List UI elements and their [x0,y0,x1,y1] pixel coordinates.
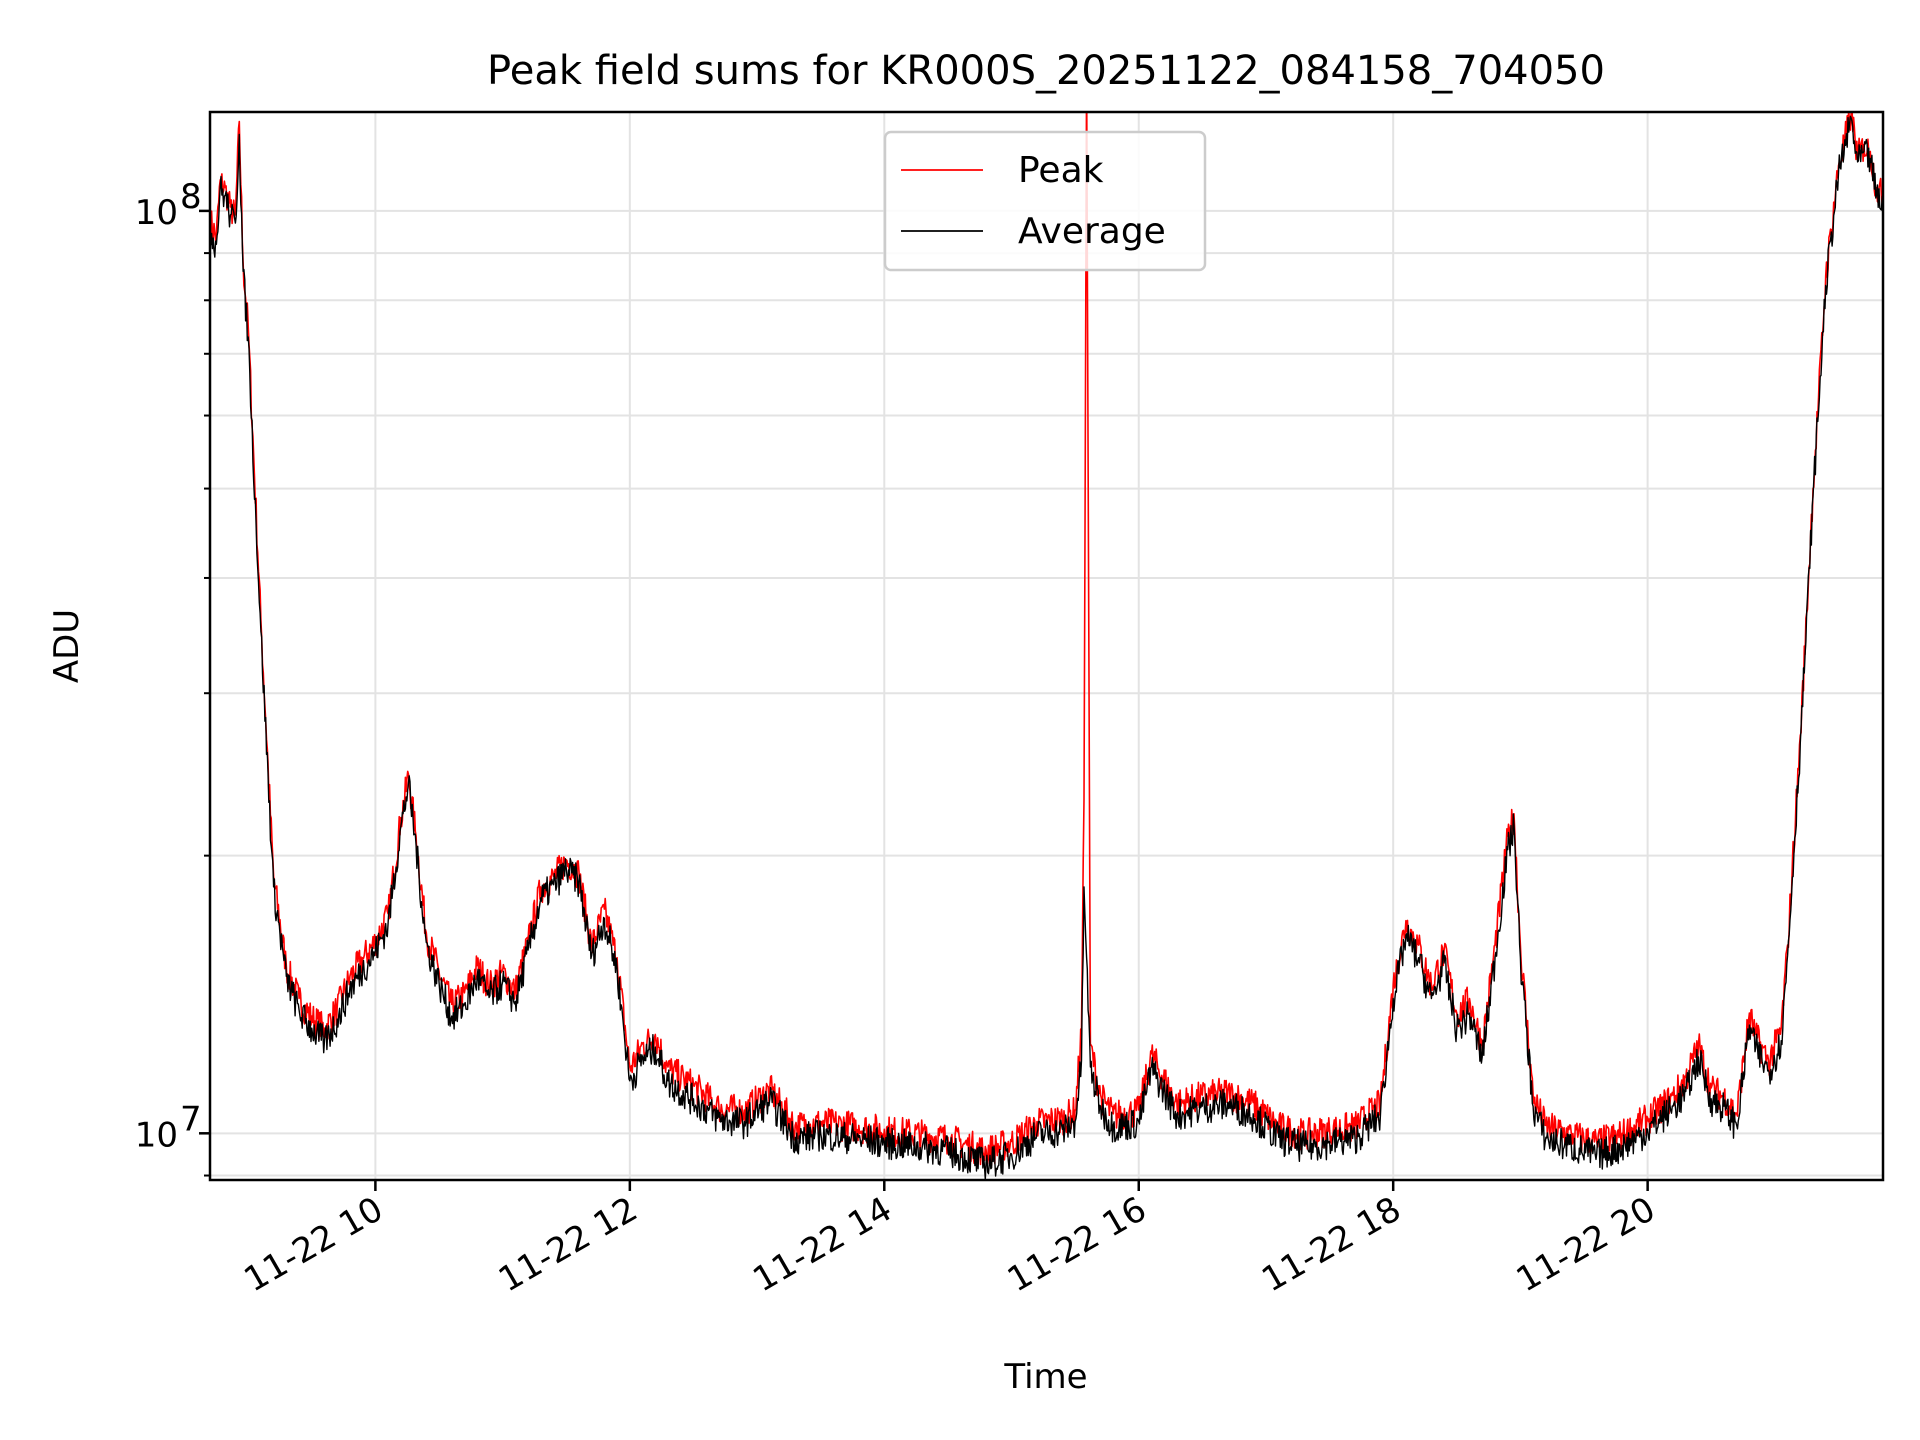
legend: Peak Average [883,130,1207,272]
y-tick-label: 10 [135,193,178,233]
y-tick-label: 10 [135,1115,178,1155]
y-tick-exponent: 8 [180,177,202,217]
plot-frame [208,110,1885,1182]
x-axis-label: Time [1003,1357,1087,1397]
series-line-average [210,115,1883,1180]
series-layer [210,112,1883,1180]
legend-label-peak: Peak [1018,150,1104,191]
legend-label-average: Average [1018,211,1166,252]
y-axis-label: ADU [47,609,87,683]
chart-title: Peak field sums for KR000S_20251122_0841… [487,48,1605,94]
legend-box [883,130,1207,272]
y-tick-exponent: 7 [180,1099,202,1139]
